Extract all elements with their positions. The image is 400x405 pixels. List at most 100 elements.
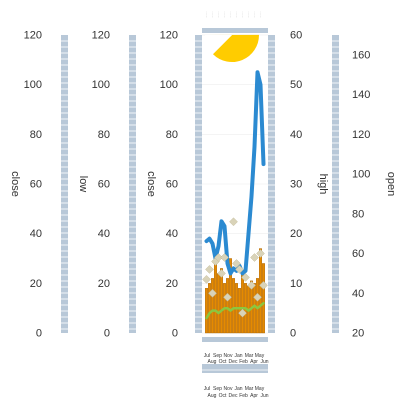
tick-label-open: 100 [352,169,370,181]
header-microtext: ········· [254,11,256,18]
tick-label-close_outer: 60 [30,179,42,191]
tick-label-close_outer: 40 [30,228,42,240]
bar [241,273,243,333]
band-x-mid [202,364,268,373]
tick-label-low: 120 [92,30,110,42]
bar [259,249,261,333]
band-low-fill [129,35,136,333]
x-tick-lower-bottom: Dec [229,393,238,399]
x-tick-lower-top: Nov [224,386,233,392]
x-tick-lower-bottom: Oct [219,393,227,399]
bar [220,268,222,333]
bar [232,278,234,333]
band-plot-right-fill [268,35,275,333]
band-close-outer [61,35,68,333]
x-tick-upper-bottom: Aug [208,359,217,365]
header-microtext: ········· [212,11,214,18]
tick-label-close_inner: 60 [166,179,178,191]
tick-label-low: 20 [98,278,110,290]
band-plot-right [268,35,275,333]
x-tick-upper-bottom: Dec [229,359,238,365]
tick-label-close_inner: 40 [166,228,178,240]
tick-label-high: 0 [290,328,296,340]
tick-label-open: 20 [352,328,364,340]
tick-label-low: 100 [92,79,110,91]
tick-label-close_inner: 120 [160,30,178,42]
bar [253,283,255,333]
band-plot-left-fill [195,35,202,333]
axis-label-close-inner: close [145,171,157,197]
x-tick-lower-top: Jan [234,386,242,392]
tick-label-close_inner: 80 [166,129,178,141]
x-tick-upper-bottom: Oct [219,359,227,365]
header-microtext: ········· [236,11,238,18]
bar [217,273,219,333]
x-tick-lower-bottom: Apr [250,393,258,399]
x-tick-lower-bottom: Feb [239,393,248,399]
x-tick-upper-bottom: Feb [239,359,248,365]
bar [238,288,240,333]
tick-label-close_inner: 0 [172,328,178,340]
axis-bands: ········· ········· ········· ········· ····… [61,11,339,373]
tick-label-low: 0 [104,328,110,340]
band-plot-left [195,35,202,333]
x-tick-lower-bottom: Jun [260,393,268,399]
tick-label-close_outer: 100 [24,79,42,91]
x-tick-lower-top: May [255,386,265,392]
tick-label-close_outer: 80 [30,129,42,141]
band-close-outer-fill [61,35,68,333]
band-open-fill [332,35,339,333]
tick-label-close_inner: 100 [160,79,178,91]
tick-label-open: 40 [352,288,364,300]
bar [226,278,228,333]
band-open [332,35,339,333]
header-microtext: ········· [218,11,220,18]
tick-label-open: 160 [352,49,370,61]
x-tick-lower-top: Sep [213,386,222,392]
band-plot-bottom [202,337,268,342]
tick-label-high: 20 [290,228,302,240]
axis-label-low: low [77,176,89,193]
tick-label-open: 80 [352,208,364,220]
header-microtext: ········· [248,11,250,18]
axis-label-open: open [385,172,397,196]
bar [205,288,207,333]
x-tick-upper-bottom: Jun [260,359,268,365]
band-plot-top [202,28,268,33]
tick-label-open: 140 [352,89,370,101]
band-x-mid-fill [202,364,268,373]
header-microtext: ········· [206,11,208,18]
bar [211,278,213,333]
tick-label-close_outer: 120 [24,30,42,42]
x-tick-upper-bottom: Apr [250,359,258,365]
tick-label-close_inner: 20 [166,278,178,290]
header-microtext: ········· [224,11,226,18]
axis-label-high: high [317,174,329,195]
bar [256,278,258,333]
bar [214,263,216,333]
bar [208,283,210,333]
tick-label-high: 30 [290,179,302,191]
x-tick-lower-top: Jul [204,386,210,392]
header-microtext: ········· [242,11,244,18]
band-low [129,35,136,333]
x-tick-lower-bottom: Aug [208,393,217,399]
header-microtext: ········· [260,11,262,18]
axis-label-close-outer: close [9,171,21,197]
tick-label-low: 40 [98,228,110,240]
tick-label-high: 50 [290,79,302,91]
tick-label-open: 120 [352,129,370,141]
tick-label-open: 60 [352,248,364,260]
band-plot-top-fill [202,28,268,33]
tick-label-low: 80 [98,129,110,141]
tick-label-high: 60 [290,30,302,42]
header-microtext: ········· [230,11,232,18]
tick-label-close_outer: 0 [36,328,42,340]
tick-label-low: 60 [98,179,110,191]
band-plot-bottom-fill [202,337,268,342]
tick-label-high: 40 [290,129,302,141]
x-tick-lower-top: Mar [245,386,254,392]
